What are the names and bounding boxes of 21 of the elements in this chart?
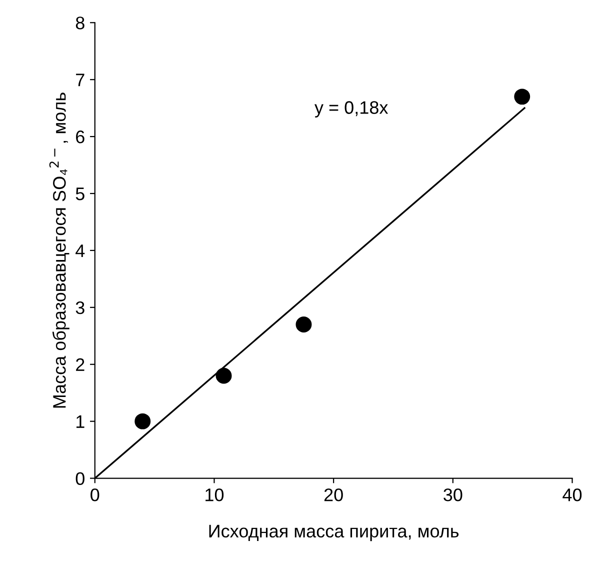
y-tick-label: 2 [76, 358, 84, 371]
point [296, 316, 312, 332]
y-tick-label: 7 [76, 74, 84, 86]
point [134, 413, 151, 430]
y-tick-label: 4 [76, 244, 85, 257]
y-tick-label: 6 [76, 130, 84, 144]
y-tick-label: 8 [76, 16, 84, 30]
x-tick-label: 30 [444, 488, 462, 502]
y-tick-label: 0 [76, 472, 84, 485]
y-tick-label: 3 [76, 301, 84, 314]
x-tick-label: 20 [324, 488, 343, 502]
annotation: y = 0,18x [314, 101, 388, 118]
y-axis-title: Масса образовавцегося SO₄$^{2−}$, моль [49, 92, 70, 408]
y-tick-label: 5 [76, 188, 84, 200]
y-tick-label: 1 [76, 415, 84, 428]
x-tick-label: 10 [206, 488, 224, 502]
x-tick-label: 40 [562, 488, 582, 502]
x-axis-title: Исходная масса пирита, моль [209, 524, 459, 542]
point [514, 88, 530, 105]
point [216, 368, 232, 384]
x-tick-label: 0 [90, 488, 100, 502]
